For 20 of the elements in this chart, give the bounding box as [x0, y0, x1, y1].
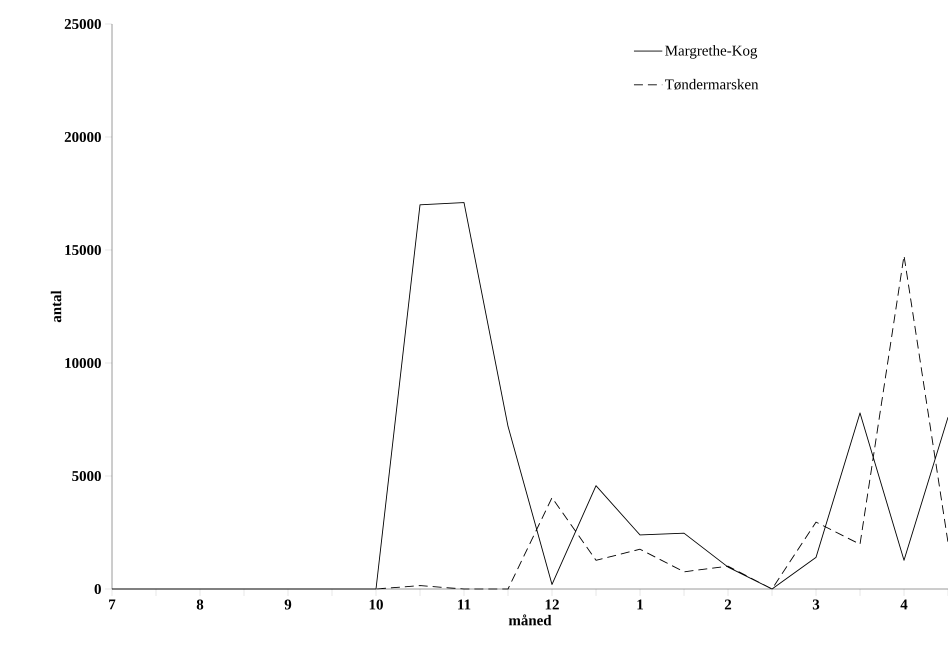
y-tick-label: 25000: [64, 18, 101, 30]
y-tick-label: 20000: [64, 132, 101, 142]
x-tick-label: 3: [812, 600, 820, 610]
legend-label: Tøndermarsken: [665, 78, 758, 90]
x-tick-label: 8: [196, 599, 204, 610]
legend-label: Margrethe-Kog: [665, 45, 758, 59]
x-tick-label: 12: [546, 600, 559, 610]
x-tick-label: 4: [900, 600, 908, 610]
x-tick-label: 10: [370, 599, 383, 610]
y-tick-label: 10000: [65, 358, 101, 368]
x-tick-label: 7: [109, 600, 116, 610]
x-tick-label: 1: [637, 600, 643, 610]
y-tick-label: 5000: [72, 470, 101, 482]
y-tick-label: 0: [94, 584, 101, 594]
x-tick-label: 11: [458, 600, 470, 610]
x-tick-label: 9: [284, 600, 292, 610]
x-tick-label: 2: [724, 600, 732, 610]
y-axis-title: antal: [50, 290, 62, 322]
x-axis-title: måned: [508, 614, 552, 626]
y-tick-label: 15000: [65, 244, 101, 256]
